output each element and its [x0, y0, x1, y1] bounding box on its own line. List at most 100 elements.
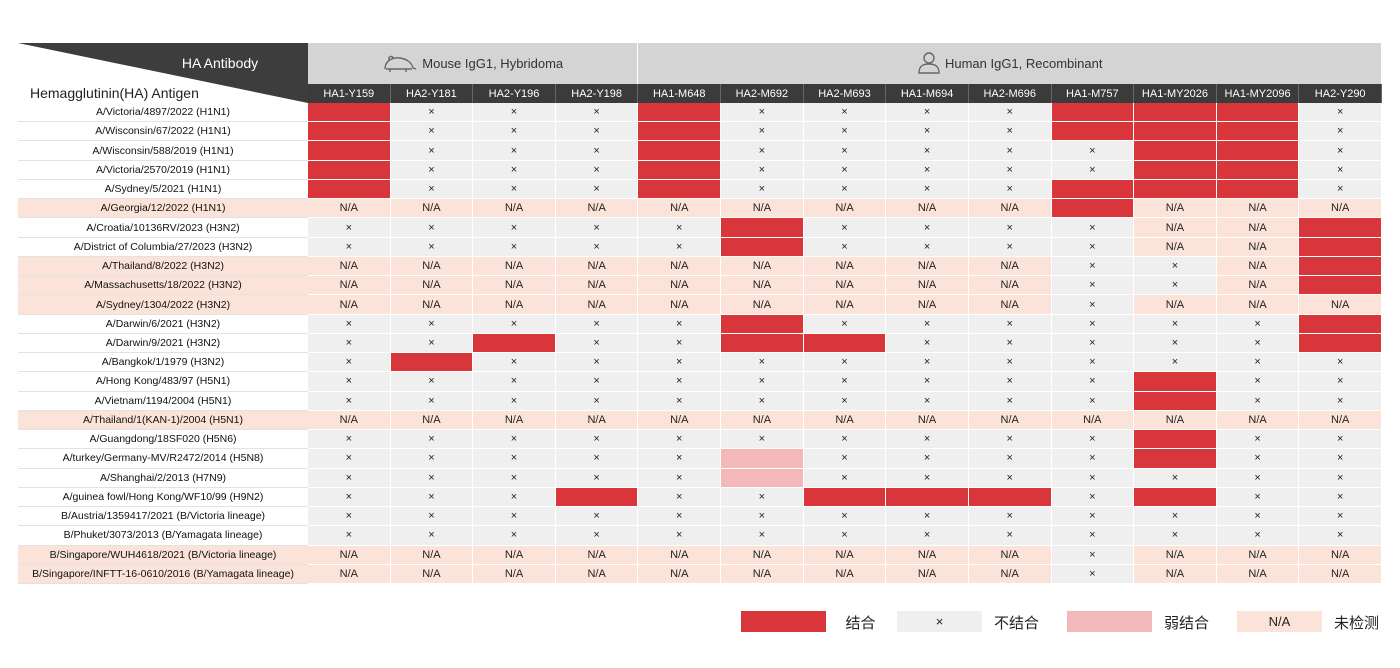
column-header: HA2-M693: [803, 84, 887, 103]
cell: ×: [308, 430, 391, 450]
cell: ×: [721, 430, 804, 450]
cell: ×: [721, 122, 804, 142]
cell: ×: [1299, 391, 1382, 411]
cell: N/A: [555, 564, 639, 584]
cell: [721, 218, 804, 238]
cell: ×: [803, 141, 887, 161]
cell: N/A: [803, 545, 887, 565]
column-header: HA2-M692: [721, 84, 804, 103]
cell: ×: [390, 526, 474, 546]
cell: N/A: [1216, 276, 1300, 296]
cell: ×: [473, 526, 556, 546]
cell: N/A: [390, 545, 474, 565]
cell: [555, 487, 639, 508]
cell: ×: [390, 487, 474, 508]
cell: ×: [1051, 526, 1135, 546]
cell: ×: [555, 237, 639, 257]
cell: [803, 333, 887, 354]
cell: [1134, 179, 1217, 200]
cell: ×: [1299, 526, 1382, 546]
cell: [638, 179, 722, 200]
cell: N/A: [555, 295, 639, 315]
cell: ×: [308, 507, 391, 527]
cell: ×: [968, 353, 1052, 373]
cell: [721, 237, 804, 257]
antigen-label: A/Sydney/1304/2022 (H3N2): [18, 295, 308, 315]
cell: N/A: [721, 295, 804, 315]
cell: N/A: [473, 410, 556, 431]
cell: ×: [1299, 487, 1382, 508]
cell: N/A: [803, 199, 887, 219]
legend-swatch: N/A: [1237, 611, 1323, 633]
cell: ×: [308, 391, 391, 411]
cell: ×: [390, 218, 474, 238]
cell: ×: [968, 314, 1052, 334]
cell: ×: [1051, 449, 1135, 469]
cell: ×: [555, 160, 639, 180]
cell: ×: [968, 507, 1052, 527]
cell: N/A: [638, 256, 722, 277]
cell: [1216, 141, 1300, 161]
cell: ×: [1051, 218, 1135, 238]
cell: N/A: [555, 545, 639, 565]
cell: ×: [555, 141, 639, 161]
cell: ×: [1216, 487, 1300, 508]
cell: [721, 333, 804, 354]
cell: ×: [390, 141, 474, 161]
antigen-label: A/Sydney/5/2021 (H1N1): [18, 179, 308, 200]
cell: ×: [721, 160, 804, 180]
cell: ×: [803, 237, 887, 257]
cell: ×: [555, 353, 639, 373]
cell: ×: [886, 507, 969, 527]
cell: [1134, 449, 1217, 469]
cell: ×: [1216, 333, 1300, 354]
cell: ×: [886, 430, 969, 450]
antigen-label: A/Guangdong/18SF020 (H5N6): [18, 430, 308, 450]
cell: N/A: [721, 410, 804, 431]
cell: ×: [390, 507, 474, 527]
cell: ×: [1216, 314, 1300, 334]
cell: N/A: [886, 410, 969, 431]
cell: ×: [721, 179, 804, 200]
cell: ×: [968, 103, 1052, 123]
cell: ×: [555, 507, 639, 527]
column-header: HA1-M648: [638, 84, 722, 103]
cell: ×: [638, 218, 722, 238]
cell: ×: [555, 468, 639, 488]
cell: N/A: [638, 545, 722, 565]
cell: [1134, 160, 1217, 180]
cell: ×: [721, 526, 804, 546]
cell: N/A: [1216, 218, 1300, 238]
cell: ×: [1299, 141, 1382, 161]
corner-bottom: Hemagglutinin(HA) Antigen: [30, 85, 199, 101]
cell: N/A: [555, 276, 639, 296]
cell: [1134, 372, 1217, 392]
cell: ×: [473, 122, 556, 142]
cell: N/A: [886, 256, 969, 277]
cell: ×: [1051, 256, 1135, 277]
cell: ×: [968, 430, 1052, 450]
cell: [1134, 391, 1217, 411]
cell: ×: [968, 122, 1052, 142]
cell: ×: [721, 353, 804, 373]
antigen-label: B/Austria/1359417/2021 (B/Victoria linea…: [18, 507, 308, 527]
cell: [308, 141, 391, 161]
cell: ×: [638, 468, 722, 488]
antigen-label: A/Victoria/2570/2019 (H1N1): [18, 160, 308, 180]
cell: N/A: [1299, 545, 1382, 565]
antigen-label: A/Vietnam/1194/2004 (H5N1): [18, 391, 308, 411]
antigen-label: A/Darwin/6/2021 (H3N2): [18, 314, 308, 334]
cell: ×: [555, 526, 639, 546]
cell: ×: [968, 372, 1052, 392]
cell: ×: [555, 430, 639, 450]
cell: [308, 103, 391, 123]
cell: N/A: [886, 545, 969, 565]
cell: ×: [1051, 507, 1135, 527]
cell: N/A: [1216, 295, 1300, 315]
cell: ×: [886, 314, 969, 334]
cell: ×: [473, 141, 556, 161]
cell: ×: [390, 179, 474, 200]
cell: N/A: [390, 564, 474, 584]
cell: ×: [308, 218, 391, 238]
cell: ×: [555, 122, 639, 142]
